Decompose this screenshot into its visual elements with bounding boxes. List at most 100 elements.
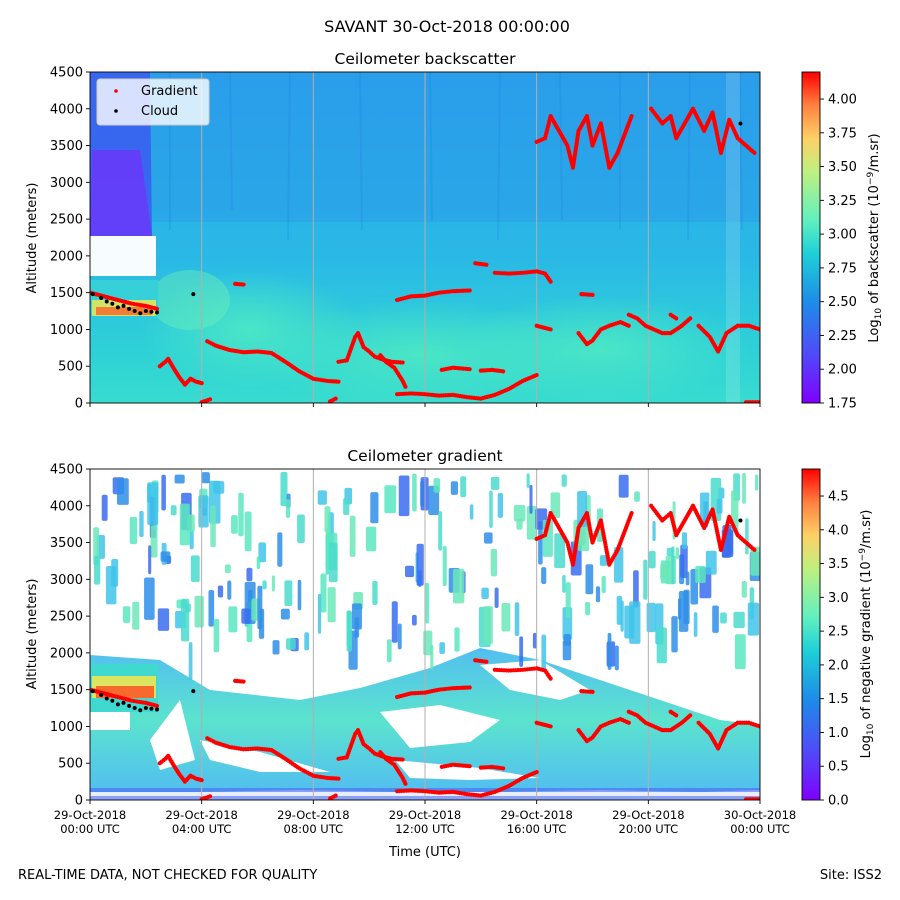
legend-cloud-marker — [114, 109, 118, 113]
legend-gradient-label: Gradient — [141, 84, 198, 99]
gradient-patch — [277, 532, 283, 567]
gradient-point — [548, 279, 553, 284]
gradient-patch — [442, 545, 447, 587]
x-tick-label: 30-Oct-2018 — [724, 808, 796, 822]
y-tick-label: 2500 — [50, 610, 83, 625]
gradient-patch — [438, 511, 443, 551]
gradient-patch — [397, 623, 402, 650]
gradient-patch — [238, 492, 244, 537]
gradient-patch — [246, 567, 253, 582]
gradient-patch — [452, 568, 465, 604]
gradient-point — [629, 114, 634, 119]
x-tick-label: 29-Oct-2018 — [612, 808, 684, 822]
gradient-point — [207, 397, 213, 402]
gradient-patch — [391, 601, 398, 643]
gradient-patch — [343, 498, 350, 516]
gradient-patch — [365, 526, 377, 552]
cloud-point — [143, 706, 148, 711]
site-label: Site: ISS2 — [819, 868, 882, 883]
gradient-point — [333, 793, 338, 798]
gradient-point — [403, 781, 408, 786]
gradient-patch — [328, 542, 338, 583]
gradient-point — [336, 776, 341, 781]
gradient-patch — [398, 475, 410, 517]
gradient-patch — [526, 505, 537, 540]
gradient-patch — [213, 618, 220, 653]
gradient-patch — [285, 499, 291, 518]
cloud-point — [127, 306, 132, 311]
gradient-patch — [188, 642, 193, 680]
cloud-point — [110, 301, 115, 306]
gradient-patch — [144, 577, 155, 620]
gradient-marks — [90, 503, 760, 800]
gradient-patch — [224, 564, 231, 574]
gradient-patch — [599, 555, 608, 566]
legend-cloud-label: Cloud — [141, 104, 178, 119]
gradient-patch — [483, 532, 493, 544]
colorbar-tick-label: 2.0 — [828, 658, 849, 673]
cloud-point — [149, 706, 154, 711]
gradient-point — [757, 327, 760, 332]
y-tick-label: 1500 — [50, 286, 83, 301]
gradient-patch — [349, 515, 356, 557]
quality-disclaimer: REAL-TIME DATA, NOT CHECKED FOR QUALITY — [18, 868, 318, 883]
y-tick-label: 0 — [75, 397, 83, 412]
colorbar-tick-label: 0.0 — [828, 794, 849, 809]
gradient-patch — [565, 582, 571, 619]
gradient-patch — [705, 550, 717, 575]
gradient-point — [484, 262, 489, 267]
gradient-patch — [681, 532, 688, 550]
gradient-point — [590, 292, 595, 297]
gradient-patch — [116, 478, 129, 505]
gradient-point — [688, 316, 693, 321]
gradient-patch — [693, 612, 698, 637]
gradient-xlabel: Time (UTC) — [388, 845, 461, 860]
y-tick-label: 2000 — [50, 249, 83, 264]
x-tick-label: 29-Oct-2018 — [389, 808, 461, 822]
gradient-patch — [416, 543, 424, 586]
figure-title: SAVANT 30-Oct-2018 00:00:00 — [324, 17, 570, 36]
backscatter-x-ticks — [89, 403, 761, 407]
gradient-point — [241, 282, 246, 287]
y-tick-label: 500 — [58, 360, 83, 375]
gradient-patch — [258, 542, 267, 563]
x-tick-label: 29-Oct-2018 — [165, 808, 237, 822]
gradient-patch — [755, 474, 759, 491]
gradient-point — [674, 713, 679, 718]
gradient-y-ticks: 0 500 1000 1500 2000 2500 3000 3500 4000 4500 — [50, 463, 90, 809]
gradient-patch — [561, 474, 567, 487]
x-tick-label: 29-Oct-2018 — [54, 808, 126, 822]
gradient-gridlines — [201, 469, 649, 800]
gradient-patch — [454, 627, 460, 652]
cloud-point — [738, 121, 743, 126]
colorbar-tick-label: 4.0 — [828, 523, 849, 538]
gradient-patch — [271, 575, 275, 592]
cloud-point — [99, 295, 104, 300]
gradient-patch — [94, 555, 101, 585]
gradient-point — [688, 713, 693, 718]
gradient-patch — [122, 606, 131, 623]
gradient-patch — [519, 636, 524, 667]
y-tick-label: 500 — [58, 757, 83, 772]
gradient-patch — [280, 608, 290, 620]
gradient-patch — [652, 520, 656, 542]
gradient-patch — [430, 644, 434, 670]
gradient-patch — [643, 559, 648, 600]
gradient-patch — [483, 606, 493, 644]
x-tick-label: 29-Oct-2018 — [500, 808, 572, 822]
backscatter-marks — [90, 106, 760, 403]
gradient-patch — [494, 587, 499, 609]
gradient-point — [501, 766, 506, 771]
cloud-point — [138, 311, 143, 316]
y-tick-label: 1000 — [50, 720, 83, 735]
gradient-point — [626, 720, 631, 725]
gradient-patch — [595, 586, 601, 603]
gradient-patch — [648, 550, 656, 569]
gradient-patch — [189, 529, 194, 550]
gradient-point — [629, 511, 634, 516]
colorbar-tick-label: 3.25 — [828, 194, 857, 209]
cloud-point — [155, 707, 159, 712]
